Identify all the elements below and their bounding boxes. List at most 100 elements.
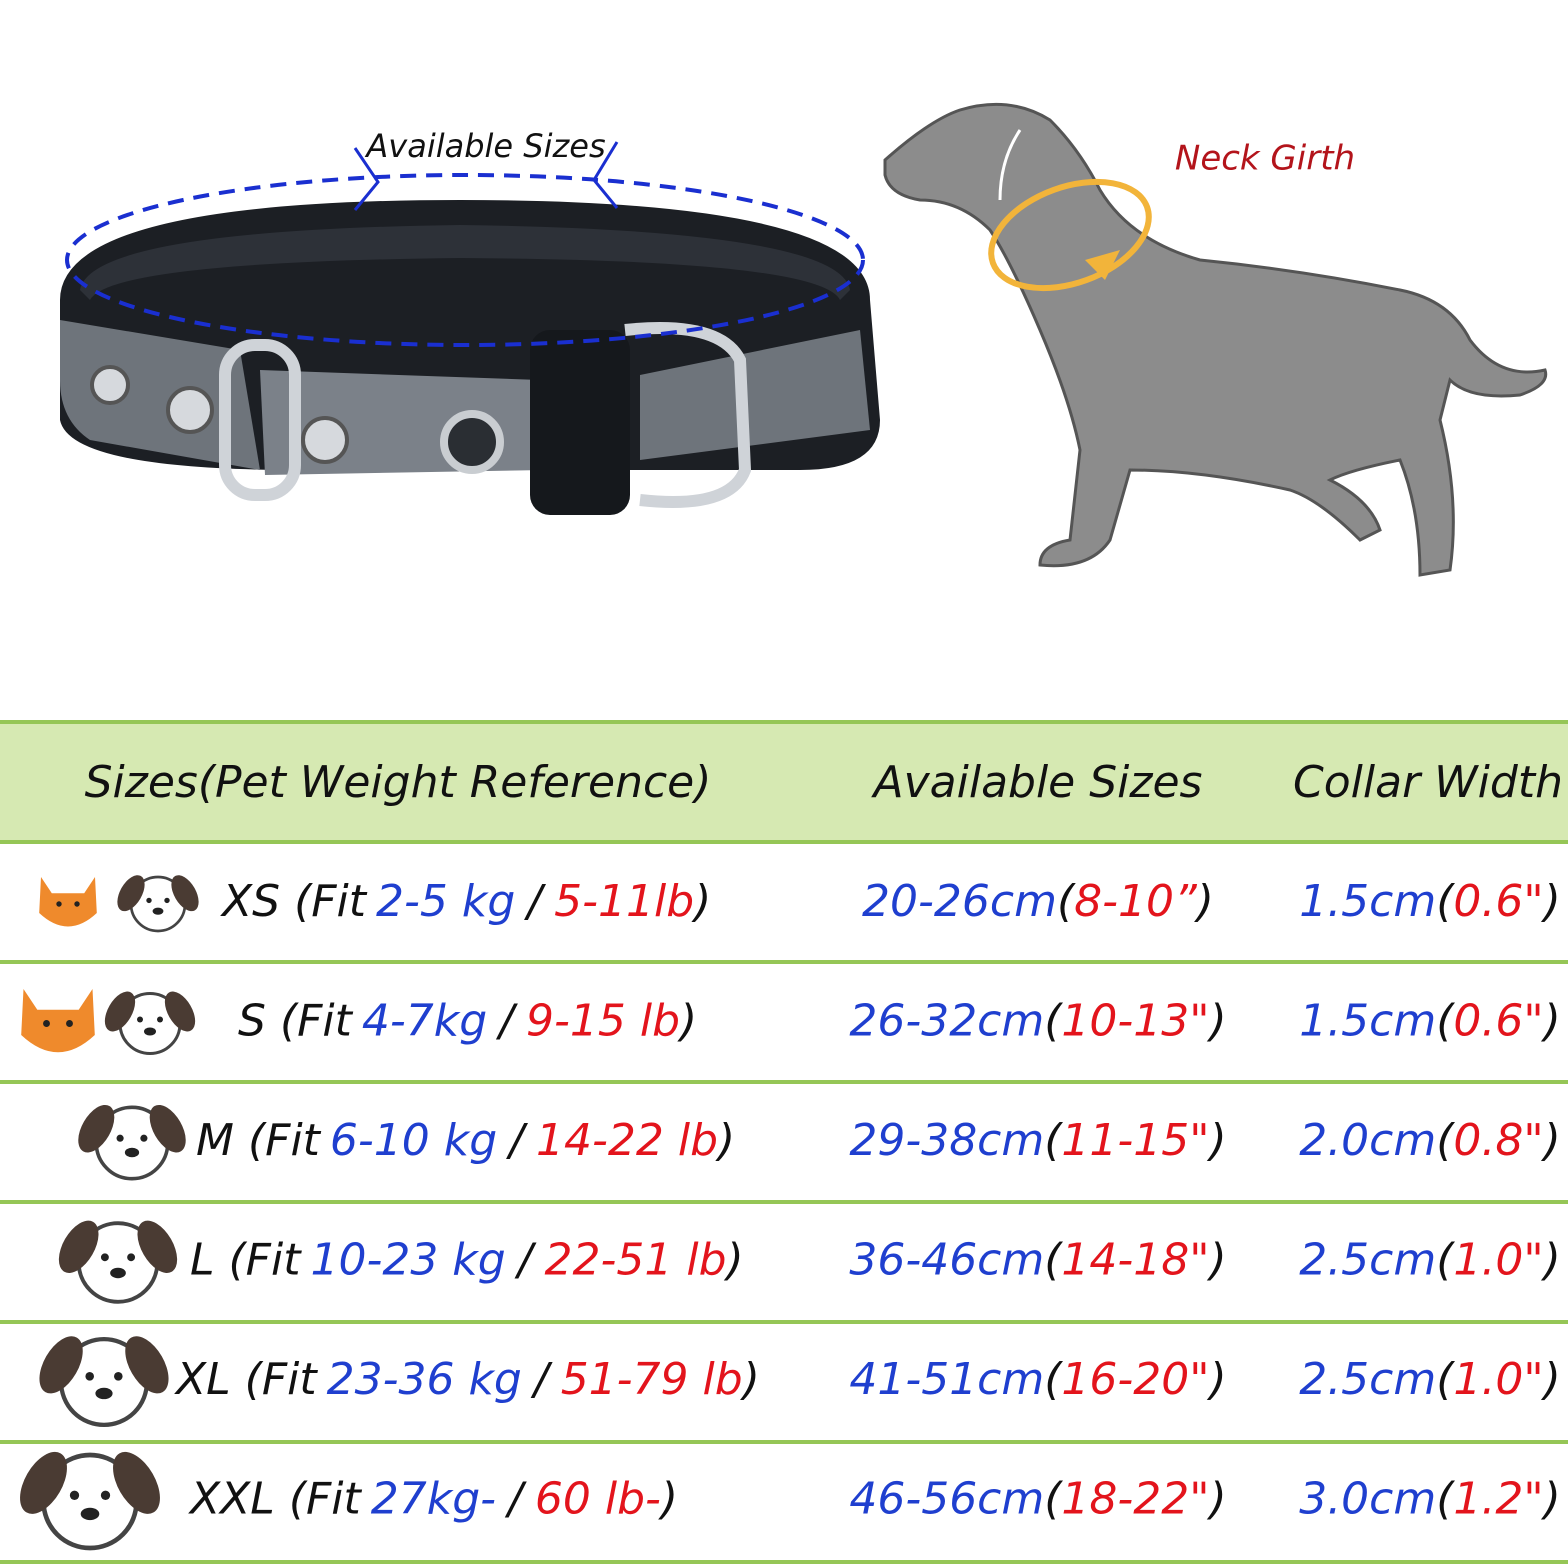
cell-text: 18-22" — [1061, 1474, 1209, 1525]
cell-text: ) — [1207, 1235, 1227, 1286]
cell-text: ) — [715, 1115, 735, 1166]
cell-text: ) — [1541, 876, 1561, 927]
cell-text: ( — [1044, 1354, 1063, 1405]
neck-cell: 41-51cm(16-20") — [849, 1354, 1226, 1405]
cell-text: ) — [1541, 1474, 1561, 1525]
cell-text: 16-20" — [1061, 1354, 1209, 1405]
dog-nose — [124, 1147, 140, 1158]
neck-cell: 20-26cm(8-10”) — [862, 876, 1214, 927]
width-cell: 2.5cm(1.0") — [1299, 1354, 1561, 1405]
dog-ear — [113, 1451, 160, 1514]
dog-eye — [116, 1134, 124, 1142]
dog-icon — [78, 1104, 186, 1181]
cat-eye — [66, 1020, 73, 1027]
cell-text: ( — [1057, 876, 1076, 927]
cell-text: ( — [1436, 996, 1455, 1047]
dog-eye — [164, 897, 170, 904]
dog-icon — [58, 1220, 178, 1304]
cell-text: 22-51 lb — [545, 1235, 727, 1286]
cell-text: ( — [1436, 876, 1455, 927]
cell-text: / — [505, 1115, 528, 1166]
cell-text: ( — [1044, 1115, 1063, 1166]
dog-icon — [104, 991, 196, 1055]
table-row: L (Fit 10-23 kg/22-51 lb) 36-46cm(14-18") 2.… — [58, 1220, 1561, 1304]
cell-text: / — [495, 996, 518, 1047]
size-cell: S (Fit 4-7kg/9-15 lb) — [238, 996, 697, 1047]
cell-text: 0.8" — [1453, 1115, 1543, 1166]
cell-text: 41-51cm — [849, 1354, 1044, 1405]
cat-icon — [39, 877, 97, 927]
cat-face — [39, 877, 97, 927]
cell-text: ) — [1207, 1354, 1227, 1405]
dog-eye — [85, 1371, 94, 1381]
cell-text: / — [504, 1474, 527, 1525]
table: Sizes(Pet Weight Reference) Available Siz… — [20, 757, 1563, 1551]
cell-text: L — [190, 1235, 215, 1286]
cat-eye — [56, 901, 62, 907]
cell-text: ( — [1436, 1474, 1455, 1525]
cell-text: ( — [1044, 1235, 1063, 1286]
cell-text: (Fit — [229, 1235, 303, 1286]
cell-text: 2-5 kg — [376, 876, 515, 927]
cell-text: 27kg- — [371, 1474, 496, 1525]
cell-text: ) — [1207, 1115, 1227, 1166]
cell-text: XL — [174, 1354, 231, 1405]
dog-nose — [95, 1387, 113, 1400]
cell-text: 1.0" — [1453, 1235, 1543, 1286]
cell-text: 2.0cm — [1299, 1115, 1436, 1166]
collar-label: Available Sizes — [364, 127, 605, 165]
cell-text: ) — [1207, 996, 1227, 1047]
cell-text: 20-26cm — [862, 876, 1057, 927]
dog-icon — [20, 1451, 160, 1551]
header-cell: Collar Width — [1293, 757, 1563, 808]
collar-illustration: Available Sizes — [60, 127, 880, 515]
size-cell: M (Fit 6-10 kg/14-22 lb) — [196, 1115, 735, 1166]
cell-text: 51-79 lb — [561, 1354, 743, 1405]
cell-text: XS — [220, 876, 280, 927]
cell-text: 9-15 lb — [526, 996, 680, 1047]
cell-text: 5-11lb — [554, 876, 694, 927]
dog-eye — [100, 1253, 109, 1262]
neck-label: Neck Girth — [1175, 139, 1355, 179]
cell-text: 11-15" — [1061, 1115, 1209, 1166]
dog-ear — [58, 1220, 99, 1273]
dog-ear — [171, 875, 199, 912]
cell-text: ) — [691, 876, 711, 927]
cell-text: 10-23 kg — [310, 1235, 505, 1286]
dog-ear — [125, 1336, 169, 1394]
cell-text: 1.0" — [1453, 1354, 1543, 1405]
cell-text: ) — [1541, 1354, 1561, 1405]
dog-eye — [140, 1134, 148, 1142]
table-row: XL (Fit 23-36 kg/51-79 lb) 41-51cm(16-20") 2… — [39, 1336, 1561, 1428]
dog-nose — [110, 1267, 126, 1279]
dog-nose — [152, 907, 164, 915]
dog-eye — [100, 1490, 111, 1500]
cell-text: 0.6" — [1453, 876, 1543, 927]
size-cell: XL (Fit 23-36 kg/51-79 lb) — [174, 1354, 760, 1405]
neck-cell: 29-38cm(11-15") — [849, 1115, 1226, 1166]
cell-text: ) — [658, 1474, 678, 1525]
cell-text: 1.5cm — [1299, 996, 1436, 1047]
row-lines — [0, 720, 1568, 1564]
cell-text: (Fit — [248, 1115, 322, 1166]
dog-ear — [117, 875, 145, 912]
cell-text: ) — [1541, 1115, 1561, 1166]
cell-text: ( — [1044, 996, 1063, 1047]
size-cell: XXL (Fit 27kg-/60 lb-) — [188, 1474, 678, 1525]
cell-text: XXL — [188, 1474, 275, 1525]
header-cell: Available Sizes — [871, 757, 1203, 808]
cell-text: 36-46cm — [849, 1235, 1044, 1286]
cell-text: 23-36 kg — [327, 1354, 522, 1405]
cell-text: ) — [1541, 996, 1561, 1047]
table-row: M (Fit 6-10 kg/14-22 lb) 29-38cm(11-15") 2.0… — [78, 1104, 1561, 1181]
cell-text: (Fit — [294, 876, 368, 927]
dog-eye — [137, 1016, 143, 1023]
width-cell: 1.5cm(0.6") — [1299, 876, 1561, 927]
width-cell: 1.5cm(0.6") — [1299, 996, 1561, 1047]
table-row: XXL (Fit 27kg-/60 lb-) 46-56cm(18-22") 3.0cm… — [20, 1451, 1561, 1551]
cat-face — [21, 989, 95, 1053]
table-row: S (Fit 4-7kg/9-15 lb) 26-32cm(10-13") 1.5cm(… — [21, 989, 1561, 1055]
neck-cell: 26-32cm(10-13") — [849, 996, 1226, 1047]
cell-text: ) — [677, 996, 697, 1047]
